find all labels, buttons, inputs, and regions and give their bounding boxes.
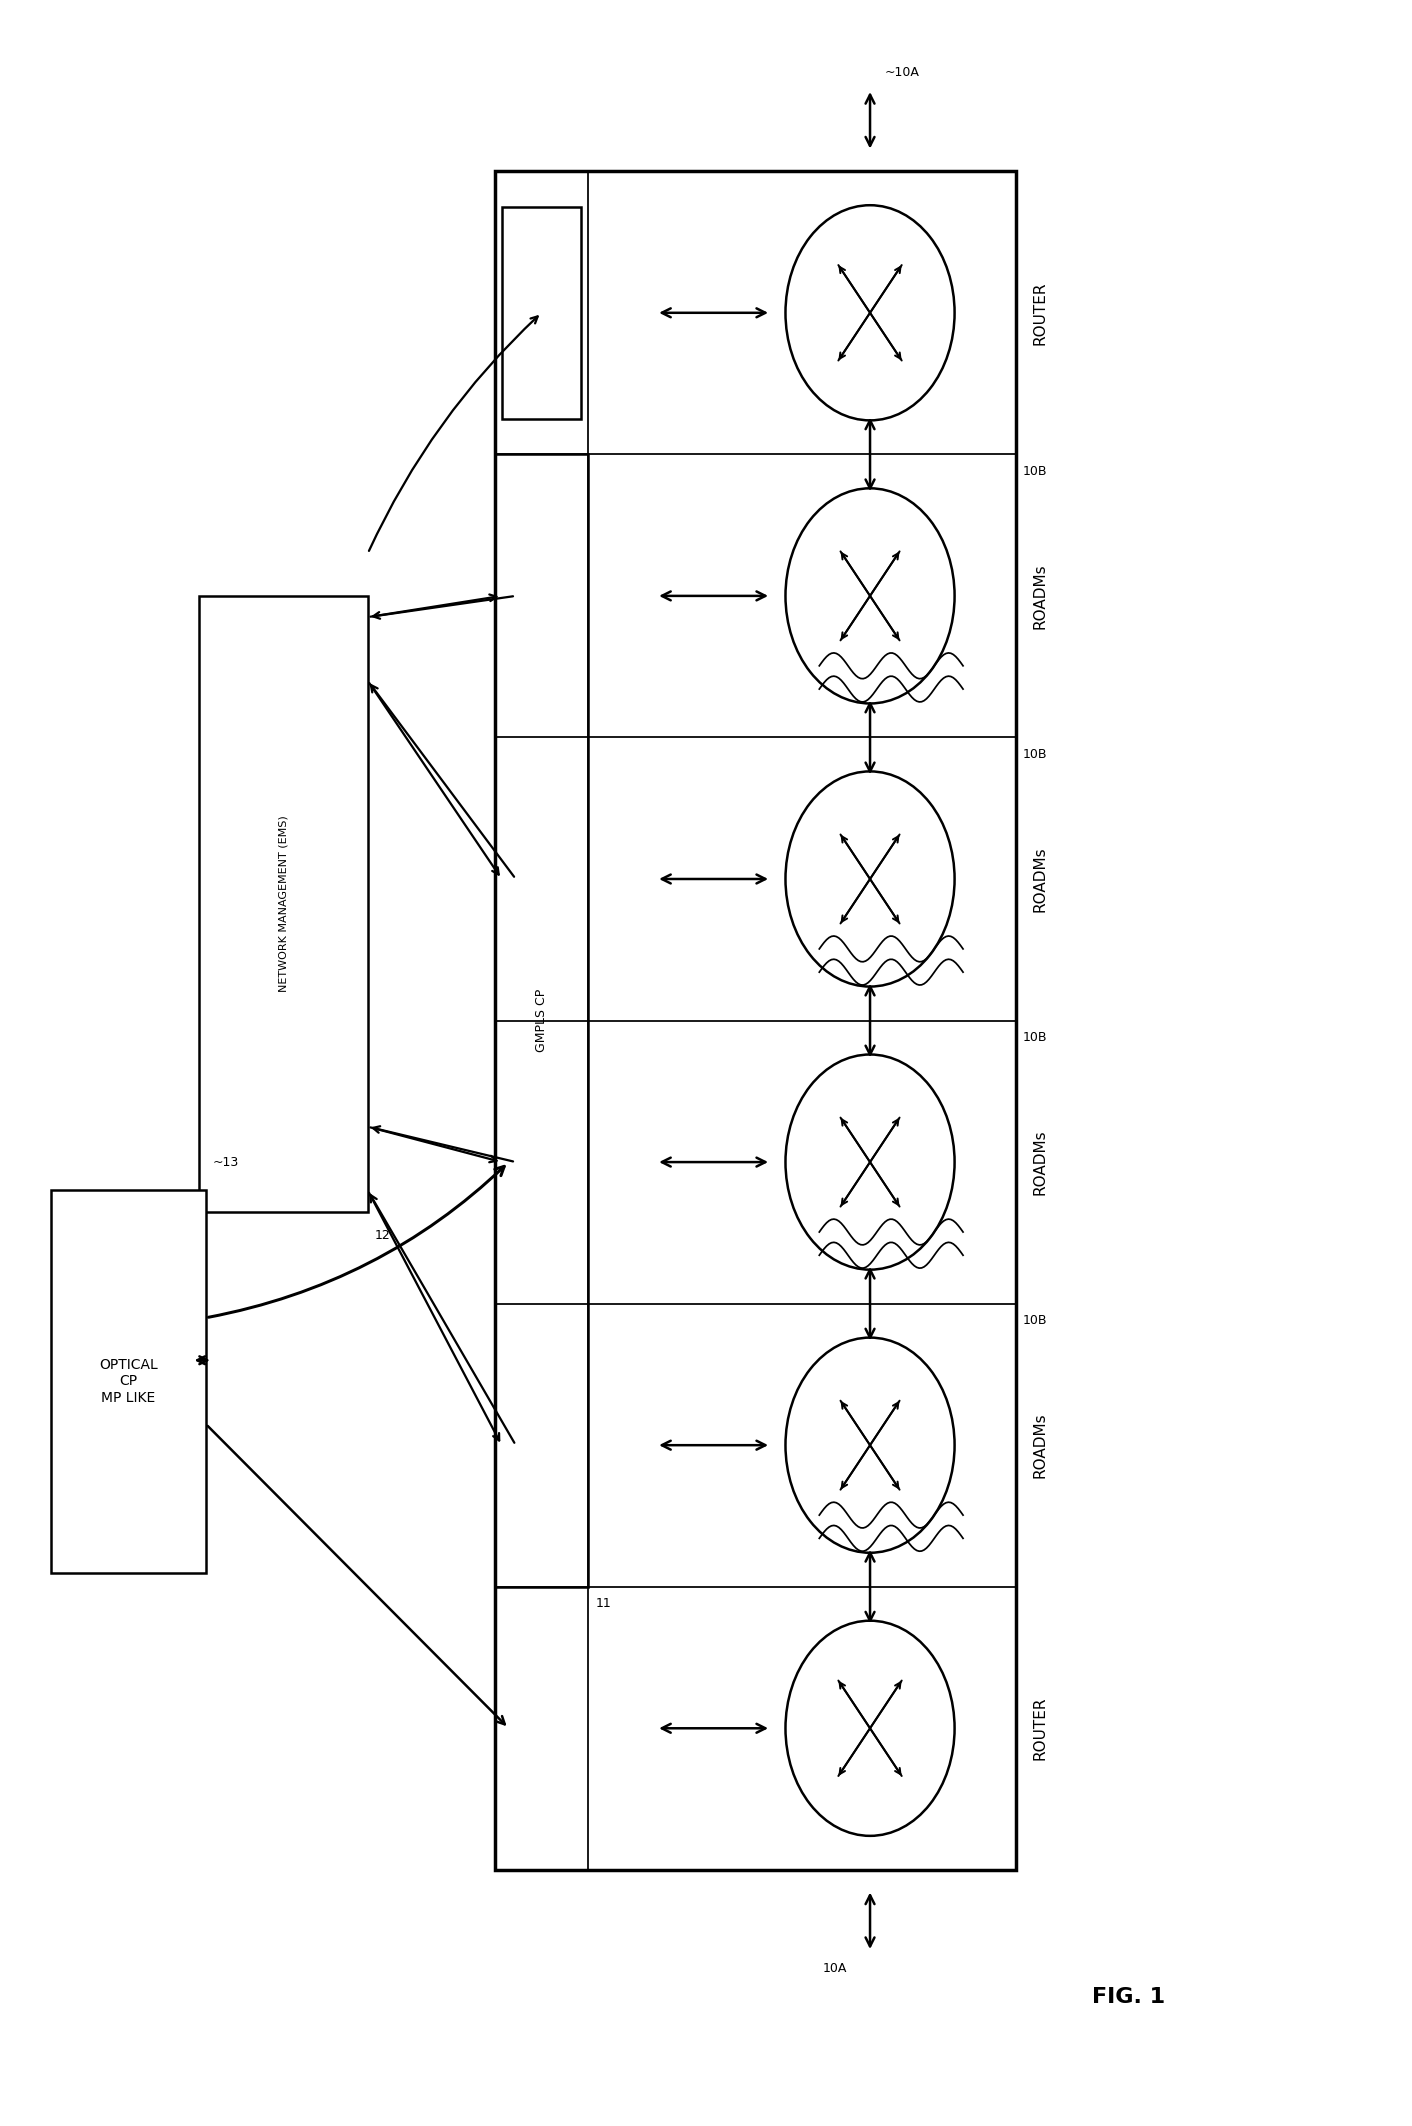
Text: ROUTER: ROUTER: [1034, 281, 1048, 344]
Text: ROADMs: ROADMs: [1034, 1129, 1048, 1195]
Text: 10B: 10B: [1024, 1031, 1048, 1044]
Text: ROUTER: ROUTER: [1034, 1697, 1048, 1760]
Bar: [494, 455, 589, 1586]
Bar: [199, 595, 367, 1212]
Text: OPTICAL
CP
MP LIKE: OPTICAL CP MP LIKE: [99, 1359, 158, 1405]
Text: 12: 12: [374, 1229, 391, 1242]
Text: ROADMs: ROADMs: [1034, 846, 1048, 912]
Text: ROADMs: ROADMs: [1034, 1412, 1048, 1478]
Text: ~13: ~13: [213, 1157, 239, 1169]
Text: 10B: 10B: [1024, 748, 1048, 761]
Text: NETWORK MANAGEMENT (EMS): NETWORK MANAGEMENT (EMS): [278, 816, 288, 993]
Text: 10B: 10B: [1024, 1314, 1048, 1327]
Text: ROADMs: ROADMs: [1034, 563, 1048, 629]
Bar: [51, 1191, 206, 1573]
Bar: [501, 206, 582, 419]
Bar: [494, 172, 1017, 1871]
Text: FIG. 1: FIG. 1: [1093, 1988, 1165, 2007]
Text: GMPLS CP: GMPLS CP: [535, 989, 548, 1052]
Text: 10B: 10B: [1024, 466, 1048, 478]
Text: 10A: 10A: [823, 1962, 847, 1975]
Text: ~10A: ~10A: [884, 66, 919, 79]
Text: 11: 11: [596, 1597, 611, 1609]
